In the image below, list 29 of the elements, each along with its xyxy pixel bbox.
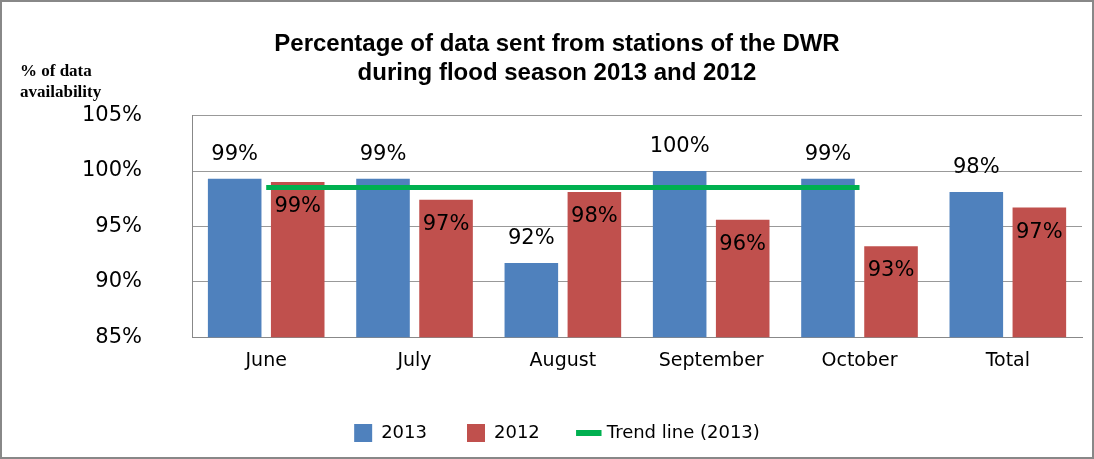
legend-label: Trend line (2013) [605,420,760,442]
x-tick-label: June [244,347,287,370]
data-label: 99% [359,140,407,165]
data-label: 99% [274,193,322,218]
text: Percentage of data sent from stations of the DWR [274,29,840,57]
data-label: 98% [571,203,618,228]
y-tick-label: 100% [81,157,143,182]
data-label: 93% [867,257,915,282]
data-label: 97% [1016,218,1063,243]
y-tick-label: 105% [81,102,143,127]
x-tick-label: September [658,347,764,370]
data-label: 98% [952,154,1000,179]
x-tick-label: August [529,347,597,370]
data-label: 99% [804,140,852,165]
x-tick-label: October [821,347,898,370]
y-tick-label: 95% [95,212,143,237]
x-tick-label: Total [984,347,1031,370]
legend-label: 2013 [381,420,427,442]
data-label: 96% [719,230,767,255]
y-tick-label: 90% [95,268,143,293]
data-label: 97% [422,210,470,235]
data-label: 99% [211,140,259,165]
data-label: 92% [507,224,555,249]
text: during flood season 2013 and 2012 [357,57,757,85]
data-label: 100% [649,132,710,157]
y-axis-title: % of data availability [20,60,103,102]
x-tick-label: July [396,347,432,370]
legend-label: 2012 [493,420,540,442]
y-tick-label: 85% [95,323,143,348]
